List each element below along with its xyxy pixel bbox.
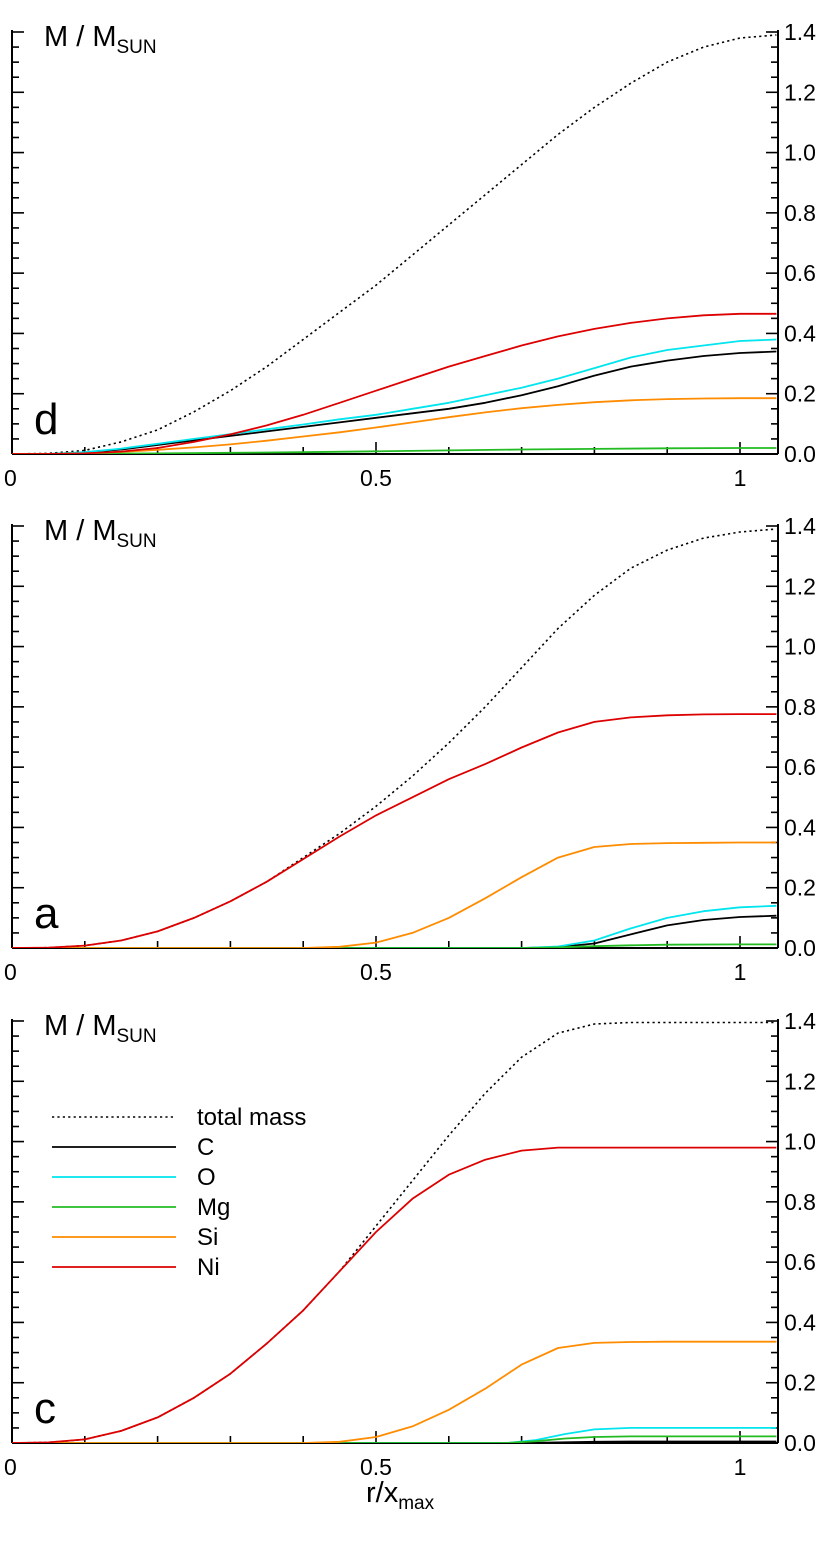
legend-label: Si [197,1224,218,1251]
series-si [12,1340,777,1443]
y-tick-label: 1.2 [784,79,816,105]
y-tick-label: 0.4 [784,1309,816,1335]
panel-d: 0.0 0.2 0.4 0.6 0.8 1.0 1.2 1.4 0 0.5 1 M / MSUN d [4,19,816,491]
y-tick-label: 1.4 [784,1008,816,1034]
y-tick-label: 1.4 [784,19,816,45]
y-axis-title: M / MSUN [44,21,157,58]
y-tick-label: 1.0 [784,140,816,166]
series-group [12,528,777,948]
y-tick-label: 1.2 [784,573,816,599]
y-tick-label: 0.8 [784,200,816,226]
legend-label: total mass [197,1104,306,1131]
series-o [12,338,777,454]
x-tick-label: 0.5 [360,1454,392,1480]
y-tick-label: 1.0 [784,1129,816,1155]
y-tick-label: 0.0 [784,935,816,961]
y-axis-title: M / MSUN [44,1010,157,1047]
x-tick-label: 0 [4,1454,17,1480]
y-tick-label: 0.2 [784,381,816,407]
series-ni [12,713,777,948]
y-tick-label: 1.0 [784,634,816,660]
y-tick-label: 0.8 [784,694,816,720]
y-tick-label: 0.0 [784,441,816,467]
series-si [12,841,777,948]
series-total-mass [12,1021,777,1443]
y-tick-label: 0.6 [784,260,816,286]
series-mg [12,447,777,454]
legend-label: O [197,1164,216,1191]
x-tick-label: 0.5 [360,465,392,491]
series-c [12,914,777,948]
series-mg [12,943,777,948]
x-tick-label: 0.5 [360,959,392,985]
legend-label: Mg [197,1194,230,1221]
y-tick-label: 0.4 [784,814,816,840]
x-axis-title: r/xmax [366,1477,435,1514]
legend-label: C [197,1134,214,1161]
panel-letter: c [34,1384,56,1433]
series-group [12,1021,777,1443]
y-tick-label: 0.4 [784,320,816,346]
panel-c: 0.0 0.2 0.4 0.6 0.8 1.0 1.2 1.4 0 0.5 1 M / MSUN c to… [4,1008,816,1514]
x-tick-label: 1 [734,465,747,491]
y-axis-title-sub: SUN [117,1026,157,1047]
y-axis-title: M / MSUN [44,515,157,552]
y-tick-label: 1.2 [784,1068,816,1094]
series-total-mass [12,34,777,454]
panel-letter: d [34,395,58,444]
x-tick-label: 0 [4,465,17,491]
y-axis-title-sub: SUN [117,37,157,58]
series-c [12,1440,777,1443]
x-tick-label: 1 [734,1454,747,1480]
series-total-mass [12,528,777,948]
y-tick-label: 0.2 [784,875,816,901]
series-ni [12,1146,777,1443]
legend-label: Ni [197,1254,220,1281]
series-ni [12,312,777,454]
y-axis-title-sub: SUN [117,531,157,552]
panel-a: 0.0 0.2 0.4 0.6 0.8 1.0 1.2 1.4 0 0.5 1 M / MSUN a [4,513,816,985]
panel-letter: a [34,889,59,938]
series-si [12,397,777,454]
y-tick-label: 0.0 [784,1430,816,1456]
y-tick-label: 0.2 [784,1370,816,1396]
y-tick-label: 0.8 [784,1189,816,1215]
x-tick-label: 0 [4,959,17,985]
series-group [12,34,777,454]
series-mg [12,1435,777,1443]
y-tick-label: 1.4 [784,513,816,539]
series-c [12,350,777,454]
y-tick-label: 0.6 [784,754,816,780]
x-axis-title-sub: max [398,1493,434,1514]
x-tick-label: 1 [734,959,747,985]
y-tick-label: 0.6 [784,1249,816,1275]
